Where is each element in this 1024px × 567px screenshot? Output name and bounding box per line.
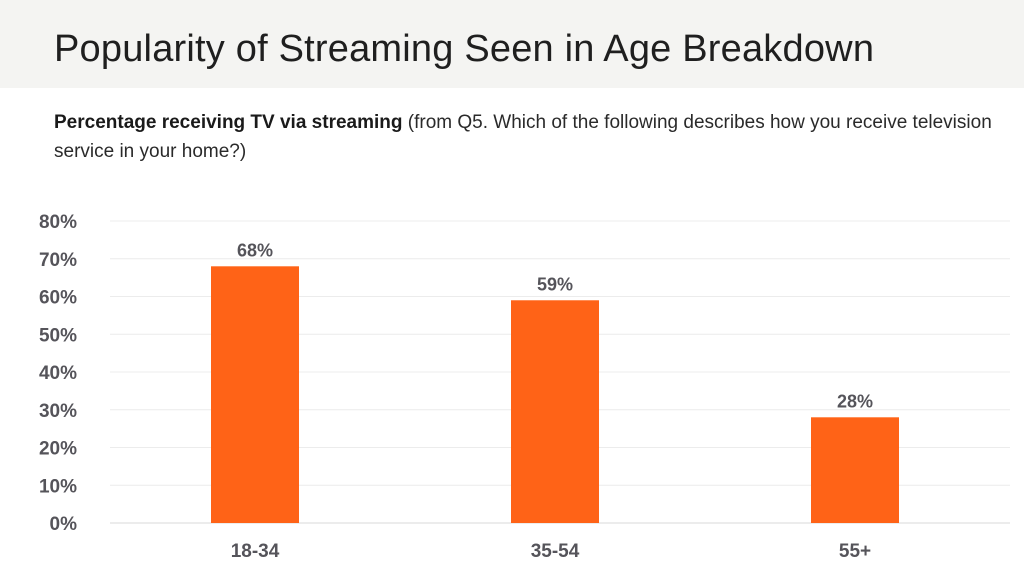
data-label: 28% (837, 391, 873, 411)
page-title: Popularity of Streaming Seen in Age Brea… (54, 28, 875, 70)
y-axis-ticks: 0% 10% 20% 30% 40% 50% 60% 70% 80% (39, 212, 77, 535)
subtitle-bold: Percentage receiving TV via streaming (54, 112, 403, 133)
x-tick-label: 55+ (839, 541, 871, 562)
y-tick-label: 80% (39, 212, 77, 233)
x-axis-ticks: 18-34 35-54 55+ (231, 541, 871, 562)
y-tick-label: 70% (39, 250, 77, 271)
subtitle-rest: (from Q5. Which of the following describ… (54, 112, 992, 162)
bar-18-34 (211, 266, 299, 523)
y-tick-label: 60% (39, 288, 77, 309)
y-tick-label: 50% (39, 325, 77, 346)
y-tick-label: 10% (39, 476, 77, 497)
x-tick-label: 35-54 (531, 541, 580, 562)
bar-35-54 (511, 300, 599, 523)
title-band (0, 0, 1024, 88)
data-label: 59% (537, 274, 573, 294)
y-tick-label: 20% (39, 439, 77, 460)
y-tick-label: 30% (39, 401, 77, 422)
data-labels: 68% 59% 28% (237, 240, 873, 411)
y-tick-label: 0% (50, 514, 78, 535)
bars (211, 266, 899, 523)
y-tick-label: 40% (39, 363, 77, 384)
bar-55+ (811, 417, 899, 523)
data-label: 68% (237, 240, 273, 260)
chart-subtitle: Percentage receiving TV via streaming (f… (54, 108, 994, 166)
x-tick-label: 18-34 (231, 541, 280, 562)
